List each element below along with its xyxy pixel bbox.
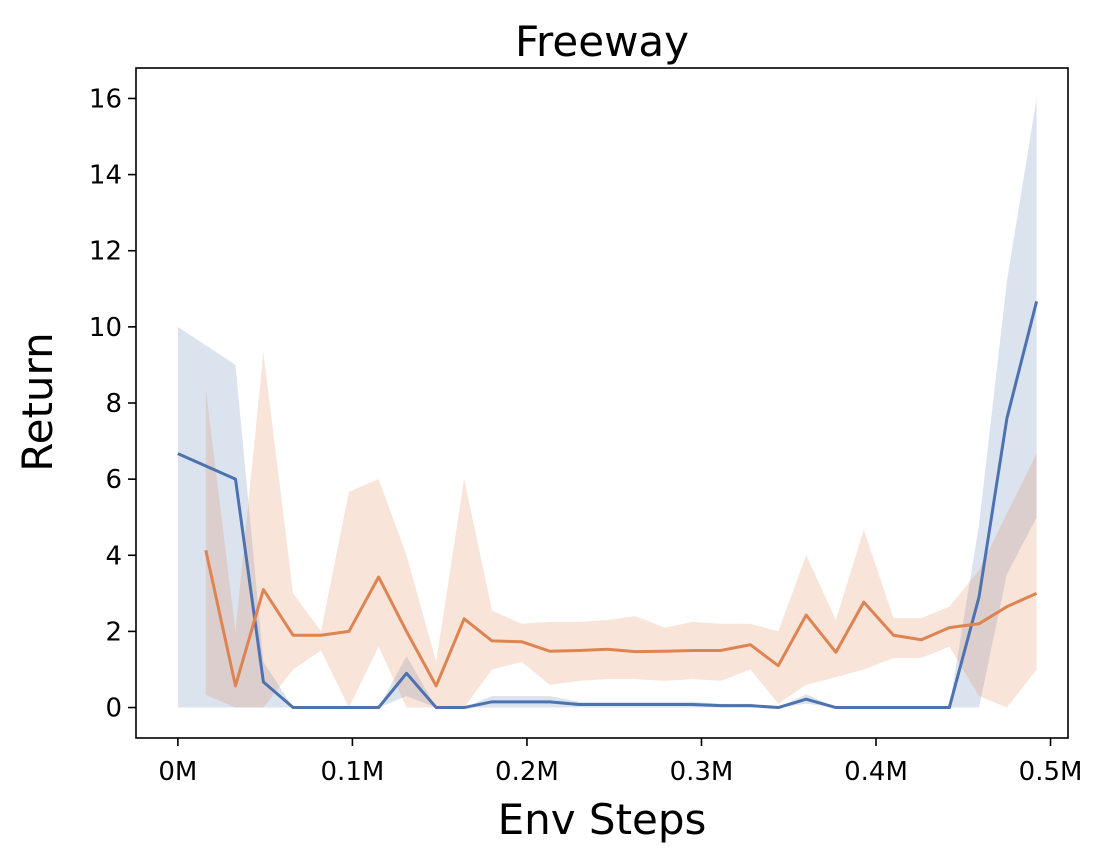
- x-tick-label: 0M: [158, 757, 197, 787]
- y-tick-label: 14: [89, 161, 122, 191]
- y-axis-label: Return: [13, 332, 62, 471]
- series-2-band: [205, 352, 1037, 708]
- y-tick-label: 0: [105, 694, 122, 724]
- chart-title: Freeway: [515, 17, 689, 66]
- y-tick-label: 8: [105, 389, 122, 419]
- series-2-line: [204, 549, 1038, 688]
- x-tick-label: 0.3M: [670, 757, 734, 787]
- x-axis-label: Env Steps: [498, 795, 707, 844]
- y-tick-label: 10: [89, 313, 122, 343]
- y-axis-ticks: 0 2 4 6 8 10 12 14 16: [89, 84, 136, 724]
- x-tick-label: 0.1M: [321, 757, 385, 787]
- x-tick-label: 0.4M: [844, 757, 908, 787]
- y-tick-label: 6: [105, 465, 122, 495]
- y-tick-label: 16: [89, 84, 122, 114]
- y-tick-label: 2: [105, 617, 122, 647]
- x-tick-label: 0.5M: [1019, 757, 1083, 787]
- confidence-bands: [177, 98, 1037, 708]
- y-tick-label: 4: [105, 541, 122, 571]
- y-tick-label: 12: [89, 237, 122, 267]
- x-tick-label: 0.2M: [495, 757, 559, 787]
- series-1-line: [177, 300, 1039, 710]
- series-lines: [177, 300, 1039, 710]
- x-axis-ticks: 0M 0.1M 0.2M 0.3M 0.4M 0.5M: [158, 738, 1082, 787]
